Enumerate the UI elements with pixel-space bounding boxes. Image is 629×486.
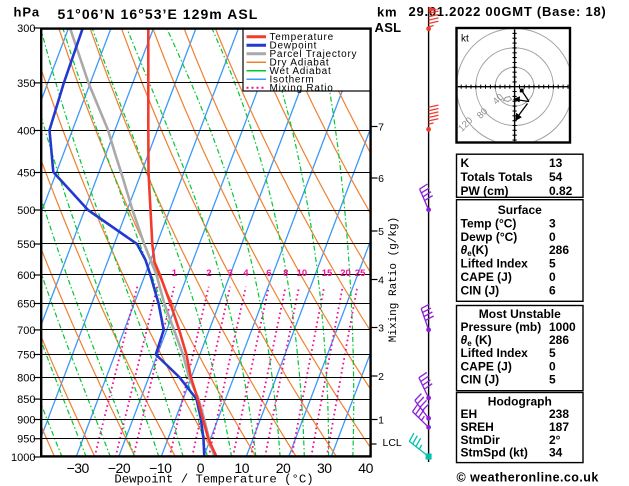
svg-text:20: 20 xyxy=(340,268,351,279)
svg-text:Dry Adiabat: Dry Adiabat xyxy=(270,58,330,69)
svg-text:−30: −30 xyxy=(67,460,90,476)
svg-text:Temp (°C): Temp (°C) xyxy=(461,216,517,230)
svg-text:1: 1 xyxy=(172,268,178,279)
svg-text:K: K xyxy=(461,156,470,170)
svg-text:km: km xyxy=(377,5,397,20)
svg-text:Dewpoint / Temperature (°C): Dewpoint / Temperature (°C) xyxy=(114,473,313,486)
svg-text:Lifted Index: Lifted Index xyxy=(461,346,529,360)
svg-text:ASL: ASL xyxy=(375,20,402,35)
svg-text:350: 350 xyxy=(17,78,35,90)
svg-text:286: 286 xyxy=(549,333,569,347)
svg-text:300: 300 xyxy=(17,23,35,35)
svg-text:900: 900 xyxy=(17,415,35,427)
svg-text:CIN (J): CIN (J) xyxy=(461,283,500,297)
svg-text:5: 5 xyxy=(378,226,384,238)
svg-text:187: 187 xyxy=(549,420,569,434)
svg-text:7: 7 xyxy=(378,121,384,133)
svg-text:StmDir: StmDir xyxy=(461,433,501,447)
svg-text:Parcel Trajectory: Parcel Trajectory xyxy=(270,49,358,60)
svg-text:−10: −10 xyxy=(149,460,172,476)
svg-text:Temperature: Temperature xyxy=(270,32,334,43)
svg-text:2: 2 xyxy=(378,371,384,383)
svg-text:0: 0 xyxy=(549,270,556,284)
svg-text:238: 238 xyxy=(549,407,569,421)
svg-text:θe (K): θe (K) xyxy=(461,333,492,348)
svg-text:© weatheronline.co.uk: © weatheronline.co.uk xyxy=(457,471,599,485)
svg-text:hPa: hPa xyxy=(14,5,41,20)
svg-text:θe(K): θe(K) xyxy=(461,243,489,258)
svg-text:6: 6 xyxy=(266,268,271,279)
svg-text:2°: 2° xyxy=(549,433,561,447)
svg-text:3: 3 xyxy=(378,322,384,334)
svg-text:kt: kt xyxy=(461,34,469,45)
svg-text:Lifted Index: Lifted Index xyxy=(461,257,529,271)
svg-text:Wet Adiabat: Wet Adiabat xyxy=(270,66,332,77)
svg-text:5: 5 xyxy=(549,346,556,360)
svg-text:29.01.2022 00GMT (Base: 18): 29.01.2022 00GMT (Base: 18) xyxy=(409,4,607,19)
svg-text:25: 25 xyxy=(355,268,366,279)
svg-text:LCL: LCL xyxy=(383,437,402,449)
svg-text:1000: 1000 xyxy=(549,320,576,334)
svg-text:Surface: Surface xyxy=(498,203,542,217)
svg-text:4: 4 xyxy=(378,274,384,286)
svg-text:−20: −20 xyxy=(108,460,131,476)
svg-text:CAPE (J): CAPE (J) xyxy=(461,270,512,284)
svg-text:3: 3 xyxy=(228,268,233,279)
svg-text:0: 0 xyxy=(197,460,205,476)
svg-text:CAPE (J): CAPE (J) xyxy=(461,359,512,373)
svg-text:40: 40 xyxy=(358,460,373,476)
svg-text:550: 550 xyxy=(17,239,35,251)
svg-text:20: 20 xyxy=(276,460,291,476)
svg-text:Totals Totals: Totals Totals xyxy=(461,170,534,184)
svg-text:EH: EH xyxy=(461,407,478,421)
svg-text:8: 8 xyxy=(283,268,288,279)
svg-text:500: 500 xyxy=(17,205,35,217)
svg-text:Dewp (°C): Dewp (°C) xyxy=(461,230,518,244)
svg-text:6: 6 xyxy=(378,173,384,185)
svg-text:1: 1 xyxy=(378,414,384,426)
svg-text:2: 2 xyxy=(206,268,211,279)
svg-text:3: 3 xyxy=(549,216,556,230)
svg-text:CIN (J): CIN (J) xyxy=(461,372,500,386)
svg-text:5: 5 xyxy=(549,257,556,271)
svg-text:6: 6 xyxy=(549,283,556,297)
svg-text:Most Unstable: Most Unstable xyxy=(479,307,561,321)
svg-text:Isotherm: Isotherm xyxy=(270,75,315,86)
svg-text:0: 0 xyxy=(549,230,556,244)
svg-text:Mixing Ratio: Mixing Ratio xyxy=(270,83,334,94)
svg-text:Dewpoint: Dewpoint xyxy=(270,41,318,52)
svg-text:700: 700 xyxy=(17,325,35,337)
svg-text:750: 750 xyxy=(17,350,35,362)
svg-text:Pressure (mb): Pressure (mb) xyxy=(461,320,542,334)
svg-text:10: 10 xyxy=(297,268,308,279)
svg-text:1000: 1000 xyxy=(11,452,35,464)
svg-text:450: 450 xyxy=(17,168,35,180)
svg-text:StmSpd (kt): StmSpd (kt) xyxy=(461,446,528,460)
svg-text:5: 5 xyxy=(549,372,556,386)
svg-text:Hodograph: Hodograph xyxy=(488,394,552,408)
svg-text:30: 30 xyxy=(317,460,332,476)
svg-text:0: 0 xyxy=(549,359,556,373)
svg-text:54: 54 xyxy=(549,170,563,184)
svg-text:800: 800 xyxy=(17,373,35,385)
svg-text:4: 4 xyxy=(243,268,249,279)
svg-text:PW (cm): PW (cm) xyxy=(461,184,509,198)
svg-text:600: 600 xyxy=(17,270,35,282)
svg-text:0.82: 0.82 xyxy=(549,184,573,198)
svg-text:400: 400 xyxy=(17,126,35,138)
svg-text:650: 650 xyxy=(17,299,35,311)
svg-text:Mixing Ratio (g/kg): Mixing Ratio (g/kg) xyxy=(388,217,400,342)
svg-text:286: 286 xyxy=(549,243,569,257)
svg-text:13: 13 xyxy=(549,156,563,170)
svg-text:950: 950 xyxy=(17,434,35,446)
svg-text:10: 10 xyxy=(234,460,249,476)
svg-text:51°06’N 16°53’E 129m ASL: 51°06’N 16°53’E 129m ASL xyxy=(58,6,259,22)
svg-text:34: 34 xyxy=(549,446,563,460)
svg-text:15: 15 xyxy=(322,268,333,279)
svg-text:SREH: SREH xyxy=(461,420,494,434)
svg-text:850: 850 xyxy=(17,394,35,406)
